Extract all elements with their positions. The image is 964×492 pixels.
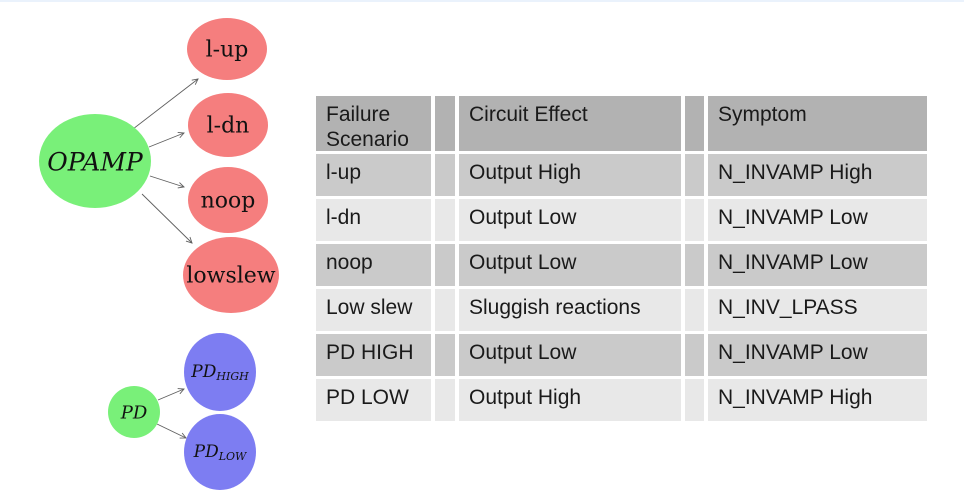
cell-symptom: N_INVAMP Low bbox=[708, 199, 927, 241]
spacer-cell bbox=[685, 154, 704, 196]
fault-tree-svg: OPAMP l-up l-dn noop lowslew PD PDHIGH P… bbox=[39, 18, 279, 490]
spacer-cell bbox=[685, 244, 704, 286]
node-pd-low bbox=[184, 414, 256, 490]
edge-opamp-lowslew bbox=[141, 193, 193, 244]
node-pd-high bbox=[184, 333, 256, 411]
top-edge-highlight bbox=[0, 0, 964, 2]
cell-circuit-effect: Output Low bbox=[459, 199, 681, 241]
node-pd-label: PD bbox=[120, 403, 148, 424]
node-opamp-label: OPAMP bbox=[47, 148, 144, 177]
pd-low-base: PD bbox=[193, 442, 219, 462]
node-opamp bbox=[39, 114, 151, 208]
cell-failure-scenario: l-dn bbox=[316, 199, 431, 241]
node-pd-high-label: PDHIGH bbox=[190, 362, 249, 383]
node-lup bbox=[187, 18, 267, 80]
node-noop-label: noop bbox=[201, 189, 256, 214]
cell-circuit-effect: Output High bbox=[459, 379, 681, 421]
edge-opamp-noop bbox=[149, 175, 185, 189]
cell-failure-scenario: Low slew bbox=[316, 289, 431, 331]
cell-symptom: N_INVAMP High bbox=[708, 379, 927, 421]
cell-circuit-effect: Output High bbox=[459, 154, 681, 196]
spacer-cell bbox=[685, 96, 704, 151]
pd-high-sub: HIGH bbox=[215, 370, 249, 383]
failure-scenario-table: Failure Scenario Circuit Effect Symptom … bbox=[316, 96, 927, 421]
col-header-failure-scenario: Failure Scenario bbox=[316, 96, 431, 151]
cell-failure-scenario: l-up bbox=[316, 154, 431, 196]
col-header-circuit-effect: Circuit Effect bbox=[459, 96, 681, 151]
cell-symptom: N_INV_LPASS bbox=[708, 289, 927, 331]
spacer-cell bbox=[435, 379, 455, 421]
node-lup-label: l-up bbox=[206, 38, 249, 63]
edge-opamp-ldn bbox=[148, 132, 185, 148]
cell-circuit-effect: Sluggish reactions bbox=[459, 289, 681, 331]
node-ldn bbox=[188, 93, 268, 157]
spacer-cell bbox=[685, 199, 704, 241]
opamp-edges bbox=[132, 78, 199, 244]
node-lowslew-label: lowslew bbox=[186, 264, 275, 289]
fault-tree-diagram: OPAMP l-up l-dn noop lowslew PD PDHIGH P… bbox=[0, 0, 340, 492]
spacer-cell bbox=[685, 334, 704, 376]
spacer-cell bbox=[435, 244, 455, 286]
spacer-cell bbox=[685, 379, 704, 421]
cell-circuit-effect: Output Low bbox=[459, 244, 681, 286]
cell-failure-scenario: PD LOW bbox=[316, 379, 431, 421]
edge-opamp-lup bbox=[132, 78, 199, 130]
spacer-cell bbox=[435, 334, 455, 376]
node-noop bbox=[188, 167, 268, 233]
node-ldn-label: l-dn bbox=[207, 114, 250, 139]
pd-high-base: PD bbox=[190, 362, 216, 382]
node-lowslew bbox=[183, 237, 279, 313]
spacer-cell bbox=[435, 154, 455, 196]
spacer-cell bbox=[435, 199, 455, 241]
edge-pd-low bbox=[156, 423, 187, 439]
node-pd bbox=[108, 386, 160, 438]
spacer-cell bbox=[435, 96, 455, 151]
node-pd-low-label: PDLOW bbox=[193, 442, 248, 463]
cell-symptom: N_INVAMP High bbox=[708, 154, 927, 196]
cell-symptom: N_INVAMP Low bbox=[708, 334, 927, 376]
cell-failure-scenario: noop bbox=[316, 244, 431, 286]
pd-edges bbox=[156, 388, 187, 439]
cell-symptom: N_INVAMP Low bbox=[708, 244, 927, 286]
pd-low-sub: LOW bbox=[218, 450, 248, 463]
spacer-cell bbox=[435, 289, 455, 331]
edge-pd-high bbox=[157, 388, 185, 401]
cell-circuit-effect: Output Low bbox=[459, 334, 681, 376]
col-header-symptom: Symptom bbox=[708, 96, 927, 151]
spacer-cell bbox=[685, 289, 704, 331]
cell-failure-scenario: PD HIGH bbox=[316, 334, 431, 376]
